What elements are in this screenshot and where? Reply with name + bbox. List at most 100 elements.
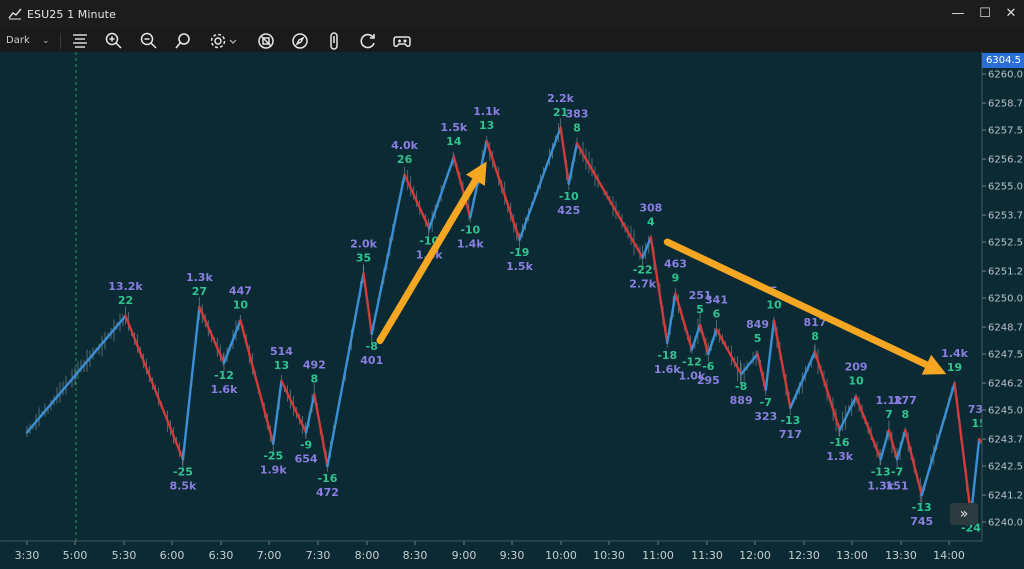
compass-icon xyxy=(292,33,308,49)
theme-dropdown[interactable]: Dark ⌄ xyxy=(6,33,54,49)
gamepad-button[interactable] xyxy=(392,31,414,51)
swing-count-label: 13 xyxy=(479,119,494,132)
annotation-arrows-layer xyxy=(376,161,947,375)
zigzag-layer xyxy=(25,126,1024,517)
swing-volume-label: 472 xyxy=(316,486,339,499)
price-label: 6255.0 xyxy=(988,182,1023,193)
time-label: 14:00 xyxy=(933,549,965,562)
down-leg-line xyxy=(904,428,923,497)
time-label: 9:30 xyxy=(500,549,525,562)
swing-volume-label: 151 xyxy=(886,479,909,492)
up-leg-line xyxy=(222,319,242,365)
compass-button[interactable] xyxy=(290,31,312,51)
down-leg-line xyxy=(124,314,185,461)
up-leg-line xyxy=(789,350,817,409)
time-label: 5:00 xyxy=(63,549,88,562)
swing-count-label: 5 xyxy=(754,332,762,345)
swing-count-label: -12 xyxy=(682,356,702,369)
zoom-in-icon xyxy=(105,32,122,49)
minimize-button[interactable]: — xyxy=(951,6,965,21)
swing-count-label: -9 xyxy=(300,438,312,451)
zoom-in-button[interactable] xyxy=(104,31,126,51)
swing-count-label: -22 xyxy=(633,264,653,277)
swing-volume-label: 1.6k xyxy=(654,363,681,376)
price-label: 6256.2 xyxy=(988,155,1023,166)
price-label: 6257.5 xyxy=(988,126,1023,137)
swing-volume-label: 1.3k xyxy=(826,450,853,463)
price-chart[interactable]: 13.2k22-258.5k1.3k27-121.6k44710-251.9k5… xyxy=(0,52,1024,569)
swing-volume-label: 849 xyxy=(746,318,769,331)
gamepad-icon xyxy=(393,36,411,47)
down-leg-line xyxy=(715,328,743,376)
swing-count-label: -6 xyxy=(702,360,715,373)
time-axis-area[interactable] xyxy=(0,541,1024,569)
swing-volume-label: 1.3k xyxy=(867,479,894,492)
price-axis-area[interactable] xyxy=(982,52,1024,541)
no-symbol-button[interactable] xyxy=(256,31,278,51)
down-leg-line xyxy=(403,173,431,230)
swing-count-label: -25 xyxy=(263,450,283,463)
swing-volume-label: 492 xyxy=(303,358,326,371)
time-label: 11:30 xyxy=(691,549,723,562)
swing-volume-label: 4.0k xyxy=(391,139,418,152)
down-leg-line xyxy=(575,142,644,259)
down-leg-line xyxy=(452,155,472,219)
down-leg-line xyxy=(280,379,308,434)
up-leg-line xyxy=(25,314,127,434)
time-label: 12:00 xyxy=(739,549,771,562)
zoom-out-button[interactable] xyxy=(139,31,161,51)
swing-count-label: 19 xyxy=(947,361,962,374)
swing-count-label: 35 xyxy=(356,251,371,264)
down-leg-line xyxy=(559,126,570,185)
menu-lines-button[interactable] xyxy=(70,31,92,51)
swing-count-label: 9 xyxy=(672,272,680,285)
swing-count-label: -13 xyxy=(912,501,932,514)
toolbar-divider xyxy=(60,33,61,49)
title-bar: ESU25 1 Minute — ☐ ✕ xyxy=(0,0,1024,29)
swing-labels-layer: 13.2k22-258.5k1.3k27-121.6k44710-251.9k5… xyxy=(108,92,1024,535)
price-label: 6250.0 xyxy=(988,294,1023,305)
search-button[interactable] xyxy=(173,31,195,51)
time-label: 7:00 xyxy=(257,549,282,562)
refresh-button[interactable] xyxy=(358,31,380,51)
time-label: 13:30 xyxy=(885,549,917,562)
scroll-to-latest-button[interactable]: » xyxy=(950,503,978,525)
theme-value: Dark xyxy=(6,35,30,46)
swing-count-label: -13 xyxy=(871,465,891,478)
pencil-button[interactable] xyxy=(324,31,346,51)
swing-count-label: -16 xyxy=(317,472,337,485)
time-label: 6:00 xyxy=(160,549,185,562)
price-label: 6252.5 xyxy=(988,238,1023,249)
up-leg-line xyxy=(920,381,956,497)
swing-volume-label: 13.2k xyxy=(108,280,143,293)
swing-count-label: -7 xyxy=(891,465,903,478)
price-label: 6240.0 xyxy=(988,518,1023,529)
swing-volume-label: 1.4k xyxy=(941,347,968,360)
up-leg-line xyxy=(895,428,907,461)
swing-volume-label: 341 xyxy=(705,293,728,306)
window-title: ESU25 1 Minute xyxy=(27,8,116,21)
price-label: 6260.0 xyxy=(988,70,1023,81)
swing-volume-label: 295 xyxy=(697,374,720,387)
swing-volume-label: 817 xyxy=(804,316,827,329)
swing-count-label: 13 xyxy=(274,359,289,372)
zoom-out-icon xyxy=(140,32,157,49)
swing-count-label: 8 xyxy=(901,408,909,421)
up-leg-line xyxy=(739,352,759,376)
settings-button[interactable] xyxy=(208,31,242,51)
up-leg-line xyxy=(326,272,365,468)
swing-volume-label: 1.6k xyxy=(211,383,238,396)
annotation-arrow-shaft xyxy=(663,238,930,369)
swing-volume-label: 463 xyxy=(664,258,687,271)
up-leg-line xyxy=(428,155,456,230)
price-label: 6253.7 xyxy=(988,211,1023,222)
swing-volume-label: 654 xyxy=(295,452,318,465)
down-leg-line xyxy=(198,305,226,365)
close-button[interactable]: ✕ xyxy=(1005,6,1017,21)
maximize-button[interactable]: ☐ xyxy=(979,6,991,21)
swing-count-label: -10 xyxy=(559,190,579,203)
swing-volume-label: 1.5k xyxy=(506,260,533,273)
swing-count-label: 22 xyxy=(118,294,133,307)
down-leg-line xyxy=(698,323,710,356)
swing-volume-label: 1.5k xyxy=(440,121,467,134)
